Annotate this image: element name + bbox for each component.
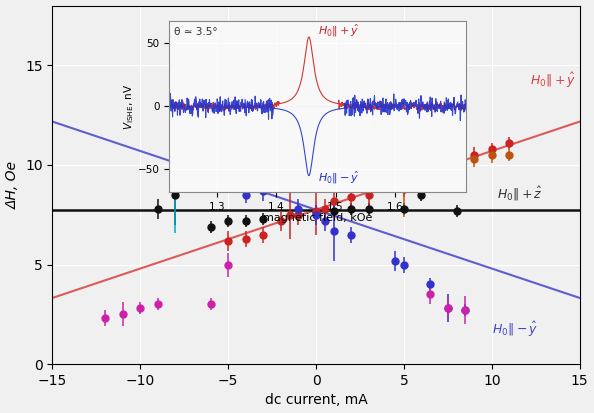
Text: $H_0 \| +\hat{z}$: $H_0 \| +\hat{z}$ bbox=[497, 185, 543, 203]
X-axis label: dc current, mA: dc current, mA bbox=[265, 394, 368, 408]
Text: $H_0 \| +\hat{y}$: $H_0 \| +\hat{y}$ bbox=[530, 71, 577, 90]
Y-axis label: ΔH, Oe: ΔH, Oe bbox=[5, 161, 20, 209]
Text: $H_0 \| -\hat{y}$: $H_0 \| -\hat{y}$ bbox=[318, 170, 359, 186]
Text: θ ≃ 3.5°: θ ≃ 3.5° bbox=[174, 26, 217, 36]
Text: $H_0 \| -\hat{y}$: $H_0 \| -\hat{y}$ bbox=[492, 320, 538, 339]
X-axis label: magnetic field, kOe: magnetic field, kOe bbox=[263, 213, 372, 223]
Y-axis label: $V_\mathrm{ISHE}$, nV: $V_\mathrm{ISHE}$, nV bbox=[122, 83, 136, 130]
Text: $H_0 \| +\hat{y}$: $H_0 \| +\hat{y}$ bbox=[318, 23, 359, 39]
